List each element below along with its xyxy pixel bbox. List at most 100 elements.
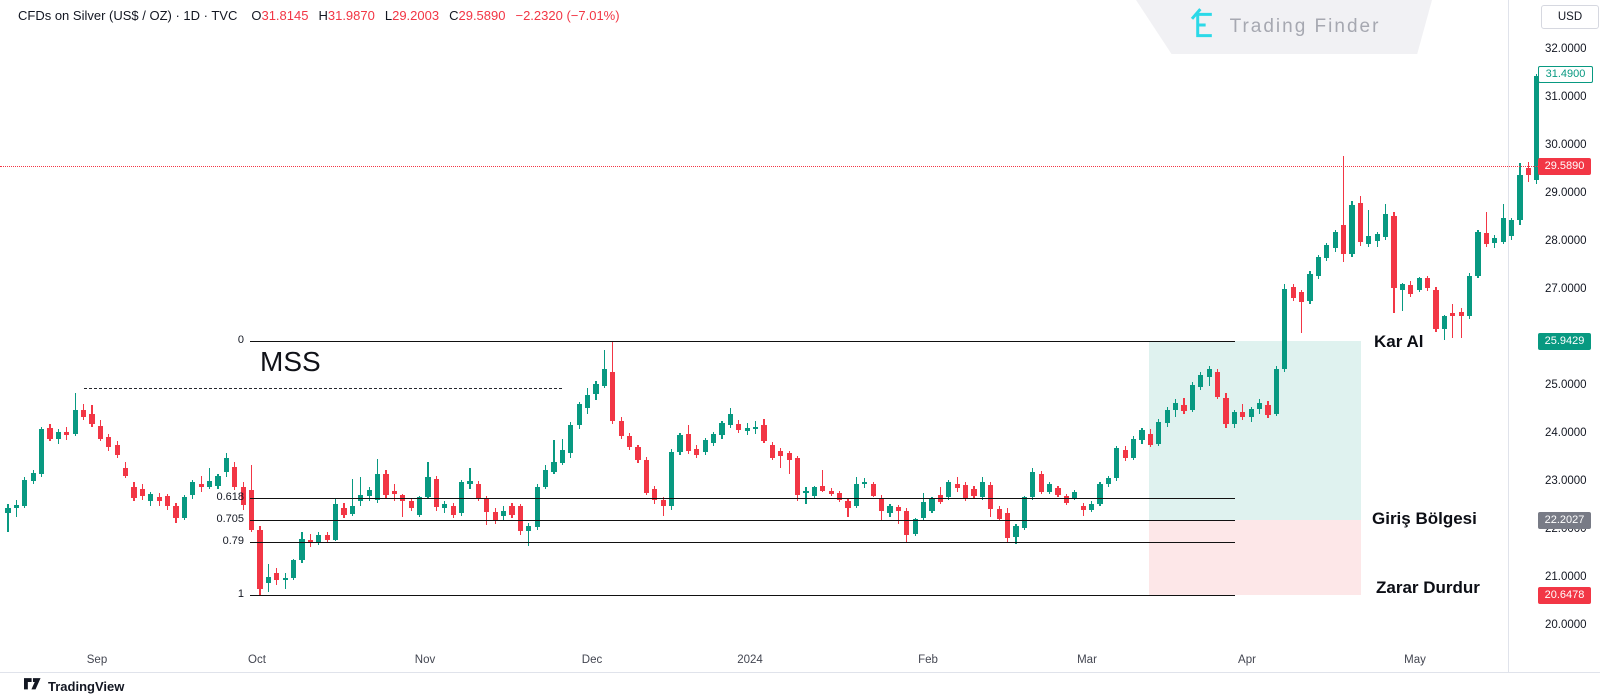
candle-wick — [360, 477, 362, 506]
trading-finder-watermark: Trading Finder — [1136, 0, 1432, 54]
candle-body — [89, 413, 95, 425]
candle-body — [1013, 526, 1019, 537]
candle-body — [786, 453, 792, 461]
candle-wick — [780, 448, 782, 468]
candle-body — [988, 484, 994, 509]
candle-body — [1063, 496, 1069, 503]
candle-body — [979, 482, 985, 498]
candle-body — [501, 510, 507, 516]
candle-body — [391, 490, 397, 494]
candle-body — [1072, 491, 1078, 498]
candle-body — [1181, 405, 1187, 411]
candle-body — [156, 497, 162, 502]
symbol-header: CFDs on Silver (US$ / OZ) · 1D · TVC O31… — [18, 8, 620, 23]
candle-body — [1164, 410, 1170, 424]
price-tick-25.0000: 25.0000 — [1545, 379, 1587, 391]
candle-body — [929, 498, 935, 511]
trading-finder-logo-icon — [1188, 7, 1218, 48]
current-price-line — [0, 165, 1538, 167]
candle-body — [1357, 202, 1363, 242]
candle-body — [1198, 375, 1204, 387]
candle-body — [1408, 285, 1414, 294]
candle-wick — [15, 500, 17, 517]
candle-body — [123, 467, 129, 476]
fib-line-0[interactable] — [250, 340, 1235, 342]
mss-dashed-line[interactable] — [84, 387, 562, 389]
candle-body — [165, 496, 171, 506]
candle-wick — [897, 505, 899, 525]
trading-finder-text: Trading Finder — [1229, 16, 1381, 37]
candle-body — [1131, 438, 1137, 458]
candle-wick — [939, 486, 941, 504]
candle-body — [484, 499, 490, 513]
candle-body — [1223, 398, 1229, 425]
change-value: −2.2320 (−7.01%) — [515, 8, 620, 23]
candle-body — [601, 368, 607, 386]
symbol-title[interactable]: CFDs on Silver (US$ / OZ) · 1D · TVC — [18, 8, 238, 23]
candle-body — [1467, 275, 1473, 316]
time-axis-separator — [0, 672, 1600, 673]
currency-toggle-button[interactable]: USD — [1541, 5, 1599, 29]
take-profit-label[interactable]: Kar Al — [1374, 332, 1424, 351]
candle-body — [795, 458, 801, 495]
fib-line-1[interactable] — [250, 594, 1235, 596]
fib-label-0.705: 0.705 — [216, 512, 244, 525]
price-axis-separator — [1508, 0, 1509, 673]
candle-body — [55, 431, 61, 439]
fib-label-0.79: 0.79 — [222, 534, 244, 547]
candle-body — [1290, 287, 1296, 298]
candle-body — [727, 413, 733, 426]
open-value: O31.8145 — [251, 8, 309, 23]
candle-wick — [788, 450, 790, 474]
candle-body — [1391, 215, 1397, 288]
close-value: C29.5890 — [449, 8, 506, 23]
fib-line-0.705[interactable] — [250, 519, 1235, 521]
candle-wick — [402, 493, 404, 518]
profit-zone[interactable] — [1149, 340, 1361, 520]
candle-wick — [1301, 290, 1303, 334]
candle-body — [669, 452, 675, 506]
fib-line-0.79[interactable] — [250, 541, 1235, 543]
candle-body — [753, 426, 759, 430]
candle-wick — [209, 467, 211, 490]
candle-body — [1332, 232, 1338, 248]
loss-zone[interactable] — [1149, 519, 1361, 595]
candle-body — [1425, 278, 1431, 289]
candle-body — [769, 444, 775, 458]
price-label-25.9429: 25.9429 — [1538, 332, 1591, 350]
candle-body — [1399, 284, 1405, 290]
candle-wick — [662, 497, 664, 516]
price-tick-21.0000: 21.0000 — [1545, 571, 1587, 583]
tradingview-attribution[interactable]: TradingView — [24, 677, 124, 696]
candle-body — [1441, 316, 1447, 330]
candle-body — [1080, 506, 1086, 510]
candle-body — [442, 503, 448, 508]
candle-body — [744, 428, 750, 432]
candle-body — [862, 482, 868, 485]
candle-body — [1122, 450, 1128, 458]
candle-wick — [822, 470, 824, 492]
candle-body — [1315, 257, 1321, 276]
candle-body — [559, 449, 565, 463]
candle-body — [1105, 478, 1111, 485]
candle-body — [534, 487, 540, 528]
candle-body — [282, 578, 288, 581]
mss-annotation-label[interactable]: MSS — [260, 346, 321, 377]
candle-body — [971, 489, 977, 497]
candle-body — [1374, 234, 1380, 242]
candle-body — [190, 482, 196, 496]
candle-body — [349, 506, 355, 514]
candle-body — [1173, 402, 1179, 410]
candle-body — [22, 479, 28, 506]
candle-body — [643, 460, 649, 493]
price-tick-31.0000: 31.0000 — [1545, 91, 1587, 103]
candle-body — [139, 489, 145, 497]
stop-loss-label[interactable]: Zarar Durdur — [1376, 578, 1480, 597]
candle-wick — [469, 467, 471, 489]
fib-line-0.618[interactable] — [250, 497, 1235, 499]
candle-body — [543, 469, 549, 487]
entry-zone-label[interactable]: Giriş Bölgesi — [1372, 509, 1477, 528]
candle-body — [937, 495, 943, 503]
time-tick-Oct: Oct — [248, 654, 266, 666]
